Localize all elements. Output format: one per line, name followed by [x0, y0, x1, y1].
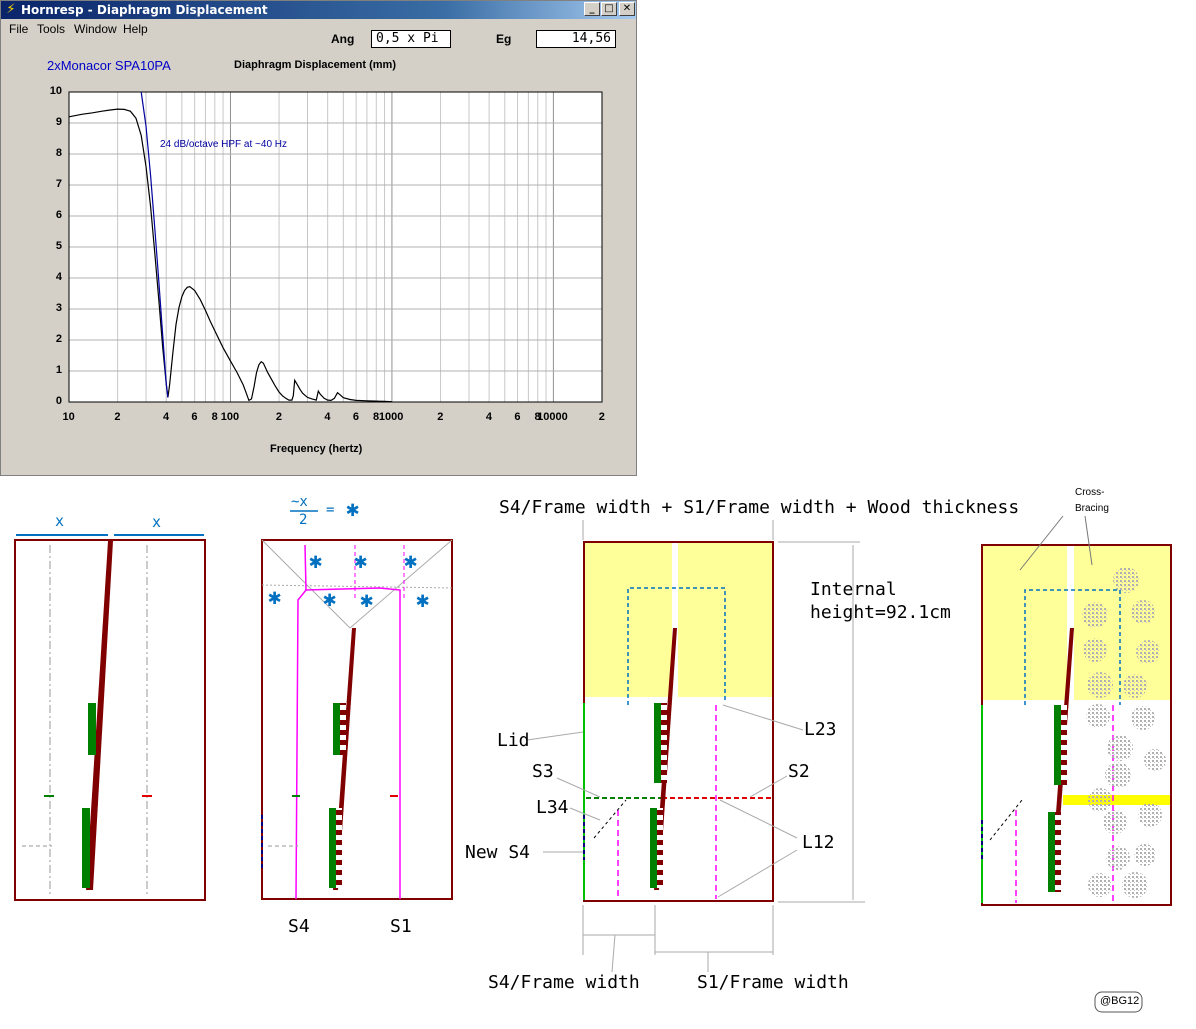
l12-label: L12 [802, 832, 835, 853]
asterisk-icon: ✱ [354, 549, 368, 574]
s1-label: S1 [390, 916, 412, 937]
panel-3-sketch [526, 520, 865, 973]
x-tick-label: 2 [275, 411, 282, 423]
x-tick-label: 4 [162, 411, 170, 423]
l23-label: L23 [804, 719, 837, 740]
new-s4-label: New S4 [465, 842, 531, 863]
minimize-button[interactable]: _ [584, 2, 600, 16]
asterisk-icon: ✱ [268, 585, 282, 610]
eg-label: Eg [496, 32, 512, 46]
x-axis-label: Frequency (hertz) [270, 443, 363, 455]
x-tick-label: 10 [62, 411, 75, 423]
menu-help[interactable]: Help [123, 22, 148, 36]
menu-file[interactable]: File [9, 22, 29, 36]
panel-4-sketch [981, 515, 1172, 906]
formula-denominator: 2 [299, 512, 308, 528]
y-tick-label: 9 [55, 116, 62, 128]
asterisk-icon: ✱ [416, 588, 430, 613]
x-tick-label: 6 [514, 411, 521, 423]
asterisk-icon: ✱ [404, 549, 418, 574]
cross-bracing-label-2: Bracing [1075, 503, 1109, 514]
l34-label: L34 [536, 797, 569, 818]
eg-field[interactable]: 14,56 [536, 30, 616, 48]
signature-text: @BG12 [1100, 995, 1140, 1007]
close-button[interactable]: ✕ [619, 2, 635, 16]
speaker-name: 2xMonacor SPA10PA [47, 58, 171, 73]
menu-tools[interactable]: Tools [37, 22, 66, 36]
title-bar[interactable]: ⚡ Hornresp - Diaphragm Displacement _ □ … [1, 1, 636, 19]
x-tick-label: 2 [437, 411, 444, 423]
x-tick-label: 6 [352, 411, 359, 423]
y-tick-label: 5 [55, 240, 62, 252]
internal-height-label-1: Internal [810, 579, 897, 600]
displacement-series-line [68, 108, 392, 403]
s4-label: S4 [288, 916, 310, 937]
y-tick-label: 2 [55, 333, 62, 345]
formula-numerator: ~x [291, 494, 308, 510]
x-tick-label: 1000 [378, 411, 404, 423]
maximize-button[interactable]: □ [601, 2, 617, 16]
asterisk-icon: ✱ [323, 587, 337, 612]
menu-window[interactable]: Window [74, 22, 117, 36]
x-tick-label: 2 [114, 411, 121, 423]
hornresp-window: ⚡ Hornresp - Diaphragm Displacement _ □ … [0, 0, 637, 476]
panel1-x-left: x [55, 512, 65, 530]
panel1-x-right: x [152, 513, 162, 531]
internal-height-label-2: height=92.1cm [810, 602, 951, 623]
x-tick-label: 8 [373, 411, 380, 423]
s4-frame-width-label: S4/Frame width [488, 972, 640, 993]
window-title: Hornresp - Diaphragm Displacement [21, 3, 268, 17]
plot-frame [68, 91, 603, 403]
y-tick-label: 10 [49, 85, 62, 97]
x-tick-label: 2 [598, 411, 605, 423]
asterisk-icon: ✱ [360, 588, 374, 613]
asterisk-icon: ✱ [346, 497, 360, 522]
x-tick-label: 10000 [537, 411, 568, 423]
x-tick-label: 8 [211, 411, 218, 423]
x-tick-label: 8 [534, 411, 541, 423]
displacement-chart [68, 91, 603, 403]
x-tick-label: 4 [485, 411, 493, 423]
y-tick-label: 4 [55, 271, 62, 283]
hpf-annotation: 24 dB/octave HPF at ~40 Hz [160, 139, 288, 150]
panel-2-sketch [261, 510, 453, 900]
s3-label: S3 [532, 761, 554, 782]
y-tick-label: 8 [55, 147, 62, 159]
x-tick-label: 6 [191, 411, 198, 423]
hpf-series-line [140, 91, 169, 398]
panel3-top-label: S4/Frame width + S1/Frame width + Wood t… [499, 497, 1020, 518]
s1-frame-width-label: S1/Frame width [697, 972, 849, 993]
y-tick-label: 3 [55, 302, 62, 314]
panel-1-sketch [14, 534, 206, 901]
y-tick-label: 0 [55, 395, 62, 407]
asterisk-icon: ✱ [309, 549, 323, 574]
chart-title: Diaphragm Displacement (mm) [234, 59, 396, 71]
s2-label: S2 [788, 761, 810, 782]
y-tick-label: 1 [55, 364, 62, 376]
hornresp-app-icon: ⚡ [6, 2, 16, 17]
y-tick-label: 7 [55, 178, 62, 190]
cross-bracing-label-1: Cross- [1075, 487, 1105, 498]
lid-label: Lid [497, 730, 530, 751]
formula-equals: = [326, 502, 335, 518]
ang-label: Ang [331, 32, 355, 46]
x-tick-label: 4 [324, 411, 331, 423]
ang-field[interactable]: 0,5 x Pi [371, 30, 451, 48]
signature-box [1094, 991, 1143, 1013]
y-tick-label: 6 [55, 209, 62, 221]
x-tick-label: 100 [220, 411, 240, 423]
